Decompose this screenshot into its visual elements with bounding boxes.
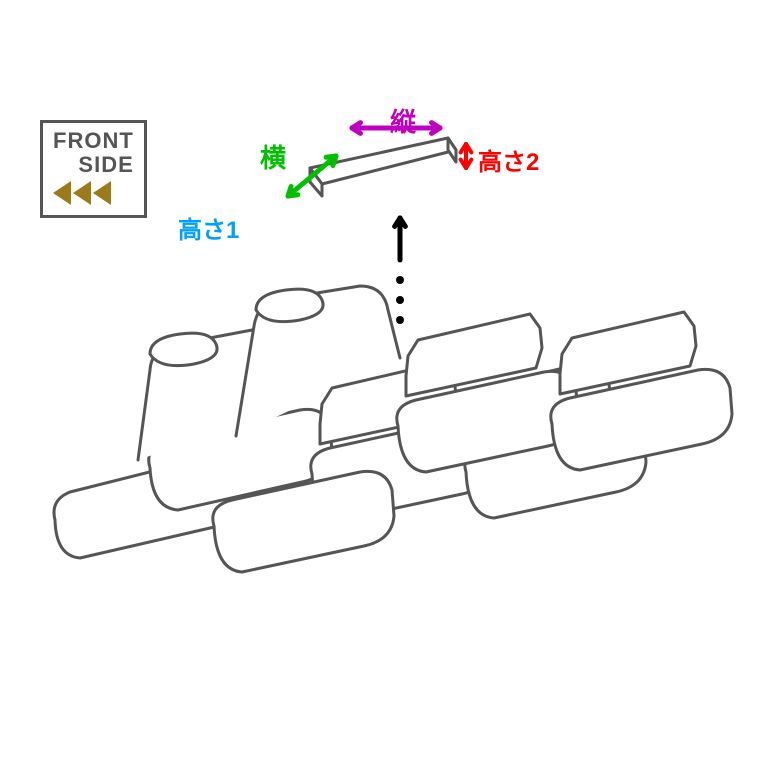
ellipsis-dots [396,276,404,324]
sofa-lineart [54,286,732,572]
diagram-canvas [0,0,760,760]
